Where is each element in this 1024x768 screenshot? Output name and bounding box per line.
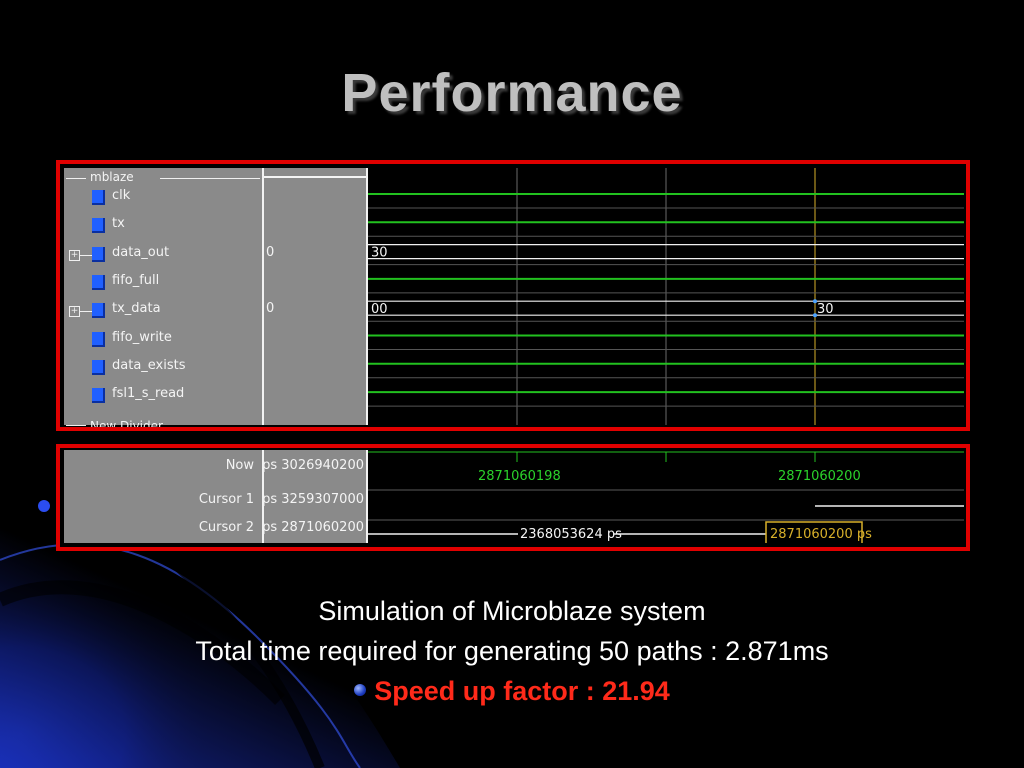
cursor-name[interactable]: Now xyxy=(225,458,254,473)
column-separator[interactable] xyxy=(366,168,368,425)
signal-row[interactable]: + tx_data xyxy=(64,295,262,323)
timeline-label-1: 2871060198 xyxy=(478,469,561,484)
tree-line xyxy=(66,178,86,179)
caption-line-2: Total time required for generating 50 pa… xyxy=(195,636,829,666)
bus-value-label: 30 xyxy=(371,246,388,261)
signal-icon xyxy=(92,303,105,319)
signal-icon xyxy=(92,331,105,347)
bus-value-label: 00 xyxy=(371,302,388,317)
signal-name: data_out xyxy=(112,244,170,260)
signal-name: tx_data xyxy=(112,301,161,317)
caption-line-1: Simulation of Microblaze system xyxy=(318,596,706,626)
signal-row[interactable]: clk xyxy=(64,182,262,210)
waveform-canvas: 30 00 30 xyxy=(368,168,964,425)
cursor-window: Now Cursor 1 Cursor 2 3026940200 ps 3259307… xyxy=(56,444,970,551)
timeline-label-2: 2871060200 xyxy=(778,469,861,484)
slide-title: Performance xyxy=(341,63,683,123)
divider-header: New Divider xyxy=(64,416,262,428)
signal-value: 0 xyxy=(266,301,275,317)
transition-marker xyxy=(813,299,817,304)
waveform-area[interactable]: 30 00 30 xyxy=(368,168,964,425)
cursor-values-column: 3026940200 ps 3259307000 ps 2871060200 ps xyxy=(264,450,366,543)
signal-icon xyxy=(92,359,105,375)
cursor-value: 2871060200 ps xyxy=(264,520,364,535)
tree-line xyxy=(80,254,92,256)
signal-name: clk xyxy=(112,188,131,203)
delta-label: 2368053624 ps xyxy=(520,527,622,542)
caption-line-3: Speed up factor : 21.94 xyxy=(0,676,1024,707)
cursor-value: 3026940200 ps xyxy=(264,458,364,473)
cursor-name[interactable]: Cursor 1 xyxy=(198,492,254,507)
signal-row[interactable]: data_exists xyxy=(64,352,262,380)
signal-row[interactable]: tx xyxy=(64,210,262,238)
group-header: mblaze xyxy=(64,168,262,188)
cursor-name[interactable]: Cursor 2 xyxy=(198,520,254,535)
values-header-line xyxy=(264,176,366,178)
bullet-icon xyxy=(354,683,367,696)
expand-icon[interactable]: + xyxy=(69,306,80,318)
signal-row[interactable]: fsl1_s_read xyxy=(64,380,262,408)
signal-value: 0 xyxy=(266,244,275,260)
tree-line xyxy=(66,425,86,426)
signal-row[interactable]: fifo_full xyxy=(64,267,262,295)
signal-name: fifo_write xyxy=(112,329,172,345)
divider-label: New Divider xyxy=(90,419,163,428)
signal-name: tx xyxy=(112,216,125,232)
signal-row[interactable]: + data_out xyxy=(64,239,262,267)
signal-name: fifo_full xyxy=(112,272,160,288)
cursor-value: 3259307000 ps xyxy=(264,492,364,507)
cursor-timeline-canvas: 2871060198 2871060200 2368053624 ps 2871… xyxy=(368,451,964,545)
signal-name: fsl1_s_read xyxy=(112,386,185,402)
signal-icon xyxy=(92,274,105,290)
signal-icon xyxy=(92,246,105,262)
signal-name: data_exists xyxy=(112,357,186,373)
tree-line xyxy=(160,178,260,179)
cursor-2-label: 2871060200 ps xyxy=(770,527,872,542)
transition-marker xyxy=(813,313,817,318)
column-separator[interactable] xyxy=(262,450,264,543)
signal-icon xyxy=(92,218,105,234)
bus-value-label: 30 xyxy=(817,302,834,317)
speedup-text: Speed up factor : 21.94 xyxy=(374,676,670,706)
column-separator[interactable] xyxy=(366,450,368,543)
signal-icon xyxy=(92,388,105,404)
tree-line xyxy=(80,311,92,313)
column-separator[interactable] xyxy=(262,168,264,425)
signal-row[interactable]: fifo_write xyxy=(64,324,262,352)
signal-icon xyxy=(92,190,105,205)
cursor-timeline-area[interactable]: 2871060198 2871060200 2368053624 ps 2871… xyxy=(368,450,964,545)
cursor-names-column: Now Cursor 1 Cursor 2 xyxy=(64,450,262,543)
expand-icon[interactable]: + xyxy=(69,249,80,261)
group-label: mblaze xyxy=(90,170,134,184)
